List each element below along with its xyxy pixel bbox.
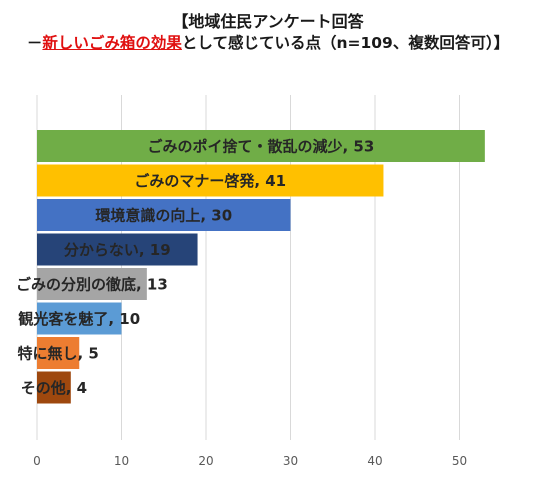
x-tick-label: 0 xyxy=(33,454,41,468)
data-label: 観光客を魅了, 10 xyxy=(18,310,140,328)
data-label: ごみの分別の徹底, 13 xyxy=(16,276,168,294)
chart-title: 【地域住民アンケート回答 xyxy=(172,12,364,31)
data-label: ごみのポイ捨て・散乱の減少, 53 xyxy=(148,138,375,156)
data-label: 分からない, 19 xyxy=(64,241,171,259)
x-tick-label: 50 xyxy=(452,454,467,468)
subtitle-highlight: 新しいごみ箱の効果 xyxy=(42,34,182,52)
x-tick-label: 10 xyxy=(114,454,129,468)
bars xyxy=(37,130,485,404)
data-label: 特に無し, 5 xyxy=(17,345,98,363)
subtitle-suffix: として感じている点（n=109、複数回答可）】 xyxy=(181,34,510,52)
bar-3 xyxy=(37,199,291,231)
data-labels: ごみのポイ捨て・散乱の減少, 53 ごみのマナー啓発, 41 環境意識の向上, 30… xyxy=(16,138,374,398)
x-tick-label: 40 xyxy=(367,454,382,468)
bar-6 xyxy=(37,302,122,335)
data-label: ごみのマナー啓発, 41 xyxy=(134,172,286,190)
chart-subtitle: －新しいごみ箱の効果として感じている点（n=109、複数回答可）】 xyxy=(0,31,536,53)
bar-2 xyxy=(37,164,384,197)
data-label: その他, 4 xyxy=(21,379,87,397)
x-axis-ticks: 0 10 20 30 40 50 xyxy=(33,454,467,468)
bar-7 xyxy=(37,337,80,369)
subtitle-prefix: － xyxy=(26,34,43,52)
bar-8 xyxy=(37,371,71,404)
bar-1 xyxy=(37,130,485,162)
bar-4 xyxy=(37,233,198,266)
x-tick-label: 30 xyxy=(283,454,298,468)
data-label: 環境意識の向上, 30 xyxy=(95,207,232,225)
bar-5 xyxy=(37,268,147,300)
x-tick-label: 20 xyxy=(198,454,213,468)
